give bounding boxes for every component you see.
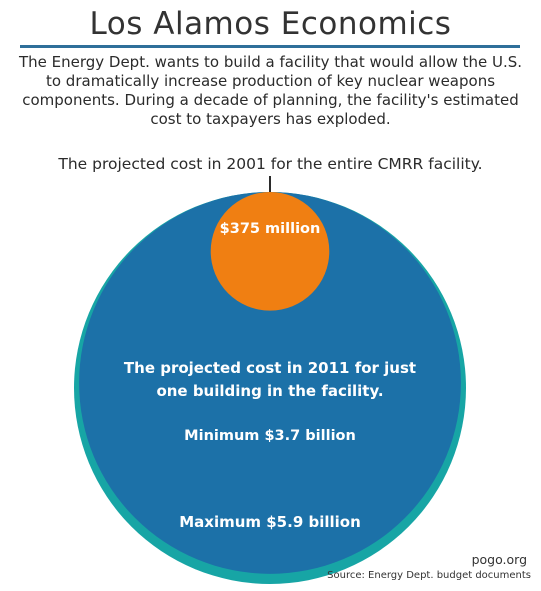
- annotation-2011: The projected cost in 2011 for just one …: [123, 359, 417, 400]
- label-375-million: $375 million: [219, 221, 321, 237]
- page-title: Los Alamos Economics: [89, 6, 452, 42]
- intro-text: The Energy Dept. wants to build a facili…: [18, 53, 523, 128]
- title-divider: [20, 45, 520, 48]
- credit-pogo: pogo.org: [471, 552, 527, 567]
- source-note: Source: Energy Dept. budget documents: [327, 570, 531, 581]
- bubble-2001: [210, 192, 330, 311]
- annotation-2001: The projected cost in 2001 for the entir…: [58, 155, 483, 173]
- label-minimum: Minimum $3.7 billion: [184, 428, 356, 444]
- label-maximum: Maximum $5.9 billion: [179, 513, 361, 531]
- bubble-minimum: [79, 192, 461, 574]
